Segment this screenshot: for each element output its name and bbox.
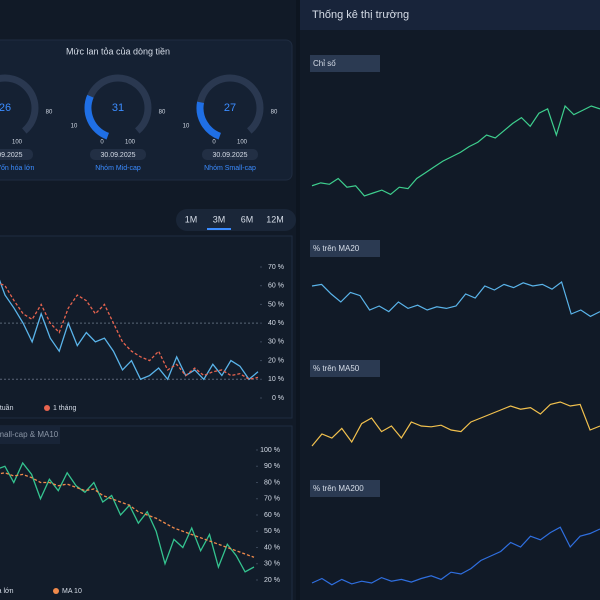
gauge-value	[84, 94, 110, 140]
y-tick-label: 20 %	[268, 357, 284, 364]
legend-dot	[44, 405, 50, 411]
y-tick-label: 60 %	[264, 512, 280, 519]
y-tick-label: 30 %	[264, 561, 280, 568]
y-tick-label: 40 %	[264, 544, 280, 551]
y-tick-label: 80 %	[264, 479, 280, 486]
y-tick-label: 90 %	[264, 463, 280, 470]
series-line	[0, 461, 255, 573]
gauge-value	[196, 101, 222, 140]
gauge-value-label: 31	[112, 102, 124, 114]
gauge-min: 0	[212, 140, 216, 146]
legend-label: MA 10	[62, 588, 82, 595]
legend-label: 1 tháng	[53, 405, 76, 412]
gauge-date: 30.09.2025	[100, 152, 135, 159]
gauge-value-label: 27	[224, 102, 236, 114]
chart-label: % trên MA20	[313, 244, 360, 253]
right-panel	[300, 0, 600, 600]
gauge-high: 80	[271, 110, 278, 116]
y-tick-label: 100 %	[260, 447, 280, 454]
gauge-high: 80	[46, 110, 53, 116]
chart-label: % trên MA50	[313, 364, 360, 373]
y-tick-label: 50 %	[264, 528, 280, 535]
gauge-caption: Nhóm Vốn hóa lớn	[0, 163, 34, 172]
legend-label: 1 tuần	[0, 403, 14, 412]
series-line	[0, 279, 259, 381]
chart-label-box	[310, 480, 380, 497]
panel-header	[300, 0, 600, 30]
y-tick-label: 50 %	[268, 301, 284, 308]
series-line	[311, 104, 600, 197]
y-tick-label: 0 %	[272, 395, 284, 402]
tab-box	[0, 426, 60, 444]
chart-label-box	[310, 55, 380, 72]
card-title: Mức lan tỏa của dòng tiền	[66, 46, 170, 56]
breadth-card	[0, 235, 293, 419]
date-pill	[0, 149, 33, 160]
period-button[interactable]: 12M	[266, 214, 284, 224]
chart-label: % trên MA200	[313, 484, 364, 493]
y-tick-label: 70 %	[268, 264, 284, 271]
date-pill	[90, 149, 146, 160]
legend-label: Nhóm vốn hóa lớn	[0, 586, 14, 595]
gauge-date: 30.09.2025	[212, 152, 247, 159]
gauge-value-label: 26	[0, 102, 11, 114]
gauge-date: 30.09.2025	[0, 152, 23, 159]
period-bar	[176, 209, 296, 231]
y-tick-label: 10 %	[268, 376, 284, 383]
period-button[interactable]: 6M	[241, 214, 254, 224]
gauge-low: 10	[183, 124, 190, 130]
period-underline	[207, 228, 231, 230]
y-tick-label: 60 %	[268, 283, 284, 290]
gauge-low: 10	[71, 124, 78, 130]
gauge-max: 100	[125, 140, 136, 146]
series-line	[0, 472, 255, 558]
date-pill	[202, 149, 258, 160]
period-button[interactable]: 1M	[185, 214, 198, 224]
y-tick-label: 30 %	[268, 339, 284, 346]
legend-dot	[53, 588, 59, 594]
y-tick-label: 20 %	[264, 577, 280, 584]
series-line	[0, 282, 259, 380]
gauge-max: 100	[12, 140, 23, 146]
chart-label-box	[310, 240, 380, 257]
period-button[interactable]: 3M	[213, 214, 226, 224]
gauge-track	[0, 74, 39, 134]
gauge-max: 100	[237, 140, 248, 146]
y-tick-label: 40 %	[268, 320, 284, 327]
y-tick-label: 70 %	[264, 496, 280, 503]
gauge-caption: Nhóm Mid-cap	[95, 165, 141, 172]
series-line	[311, 526, 600, 586]
chart-label: Chỉ số	[313, 59, 336, 68]
gauge-caption: Nhóm Small-cap	[204, 165, 256, 172]
chart-label-box	[310, 360, 380, 377]
series-line	[311, 281, 600, 318]
panel-title: Thống kê thị trường	[312, 9, 409, 21]
chart-tab[interactable]: Small-cap & MA10	[0, 430, 59, 439]
gauge-high: 80	[159, 110, 166, 116]
gauge-min: 0	[100, 140, 104, 146]
series-line	[311, 401, 600, 447]
